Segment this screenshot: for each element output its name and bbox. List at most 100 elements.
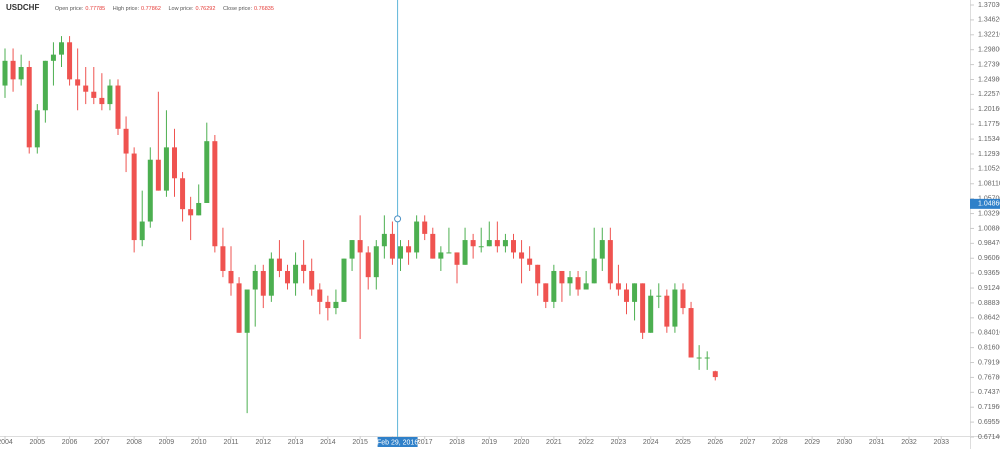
candle-body bbox=[83, 85, 89, 92]
candle-body bbox=[284, 270, 290, 284]
candle-body bbox=[155, 159, 161, 191]
y-tick-label: 1.29800 bbox=[978, 47, 1000, 54]
x-tick-label: 2005 bbox=[30, 439, 46, 446]
field-value: 0.76292 bbox=[195, 6, 216, 12]
candle-body bbox=[438, 252, 444, 259]
candle-body bbox=[414, 221, 420, 253]
candle-body bbox=[99, 97, 105, 105]
symbol: USDCHF bbox=[6, 3, 40, 12]
x-tick-label: 2031 bbox=[869, 439, 885, 446]
candle-body bbox=[527, 258, 533, 265]
candle-body bbox=[91, 91, 97, 98]
candle-body bbox=[688, 308, 694, 358]
field-value: 0.77862 bbox=[141, 6, 161, 12]
x-tick-label: 2018 bbox=[449, 439, 465, 446]
candle-body bbox=[373, 246, 379, 278]
x-tick-label: 2007 bbox=[94, 439, 110, 446]
candle-body bbox=[212, 141, 218, 247]
y-tick-label: 0.67140 bbox=[978, 434, 1000, 441]
plot: 2004 2005 2006 2007 2008 2009 2010 2011 2012 2013… bbox=[0, 36, 949, 446]
candle-body bbox=[551, 270, 557, 302]
x-tick-label: 2011 bbox=[223, 439, 238, 446]
candle-body bbox=[559, 270, 565, 284]
candle-body bbox=[462, 240, 468, 265]
x-tick-label: 2009 bbox=[159, 439, 175, 446]
candle-body bbox=[397, 246, 403, 259]
candle-body bbox=[171, 147, 177, 179]
y-tick-label: 1.17750 bbox=[978, 121, 1000, 128]
field-label: Close price: bbox=[222, 6, 252, 12]
candle-body bbox=[575, 277, 581, 290]
candle-body bbox=[381, 233, 387, 247]
candle-body bbox=[107, 85, 113, 105]
candle-body bbox=[656, 295, 662, 297]
candle-body bbox=[115, 85, 121, 129]
candle-body bbox=[325, 301, 331, 309]
y-tick-label: 1.10520 bbox=[978, 166, 1000, 173]
candle-body bbox=[680, 289, 686, 309]
y-tick-label: 1.20160 bbox=[978, 106, 1000, 113]
x-tick-label: 2030 bbox=[837, 439, 853, 446]
x-tick-label: 2013 bbox=[288, 439, 304, 446]
x-tick-label: 2032 bbox=[901, 439, 917, 446]
y-tick-label: 1.24980 bbox=[978, 76, 1000, 83]
candle-body bbox=[10, 60, 16, 80]
candle-body bbox=[535, 264, 541, 284]
candle-body bbox=[365, 252, 371, 278]
candle-body bbox=[333, 301, 339, 309]
candle-body bbox=[252, 270, 258, 290]
x-tick-label: 2028 bbox=[772, 439, 788, 446]
candle-body bbox=[228, 270, 234, 284]
candle-body bbox=[301, 264, 307, 271]
candle-body bbox=[478, 246, 484, 248]
candle-body bbox=[446, 252, 452, 254]
candle-body bbox=[502, 240, 508, 247]
candle-body bbox=[244, 289, 250, 333]
candle-body bbox=[615, 283, 621, 290]
x-tick-label: 2010 bbox=[191, 439, 207, 446]
y-tick-label: 1.32210 bbox=[978, 32, 1000, 39]
candle-body bbox=[26, 67, 32, 148]
candle-body bbox=[672, 289, 678, 327]
x-tick-label: 2015 bbox=[352, 439, 368, 446]
candle-body bbox=[220, 246, 226, 271]
candle-body bbox=[567, 277, 573, 284]
candle-body bbox=[607, 240, 613, 284]
candle-body bbox=[59, 42, 65, 55]
candle-body bbox=[406, 246, 412, 253]
candle-body bbox=[42, 60, 48, 111]
candle-body bbox=[591, 258, 597, 284]
candle-body bbox=[309, 270, 315, 290]
crosshair-point bbox=[394, 215, 402, 223]
x-tick-label: 2027 bbox=[740, 439, 756, 446]
candle-body bbox=[454, 252, 460, 265]
x-tick-label: 2004 bbox=[0, 439, 13, 446]
candle-body bbox=[34, 110, 40, 148]
crosshair-y-label: 1.04860 bbox=[978, 201, 1000, 208]
crosshair-x-label: Feb 29, 2016 bbox=[377, 439, 418, 446]
field-value: 0.76835 bbox=[254, 6, 274, 12]
x-tick-label: 2024 bbox=[643, 439, 659, 446]
x-tick-label: 2020 bbox=[514, 439, 530, 446]
candle-body bbox=[664, 295, 670, 327]
candle-body bbox=[430, 233, 436, 259]
x-tick-label: 2025 bbox=[675, 439, 691, 446]
x-tick-label: 2008 bbox=[126, 439, 142, 446]
candle-body bbox=[18, 67, 24, 80]
x-tick-label: 2006 bbox=[62, 439, 78, 446]
field-label: High price: bbox=[112, 6, 140, 12]
x-tick-label: 2026 bbox=[707, 439, 723, 446]
candle-body bbox=[583, 283, 589, 290]
candle-body bbox=[268, 258, 274, 296]
candle-body bbox=[196, 202, 202, 216]
y-tick-label: 1.34620 bbox=[978, 17, 1000, 24]
candle-body bbox=[712, 371, 718, 378]
